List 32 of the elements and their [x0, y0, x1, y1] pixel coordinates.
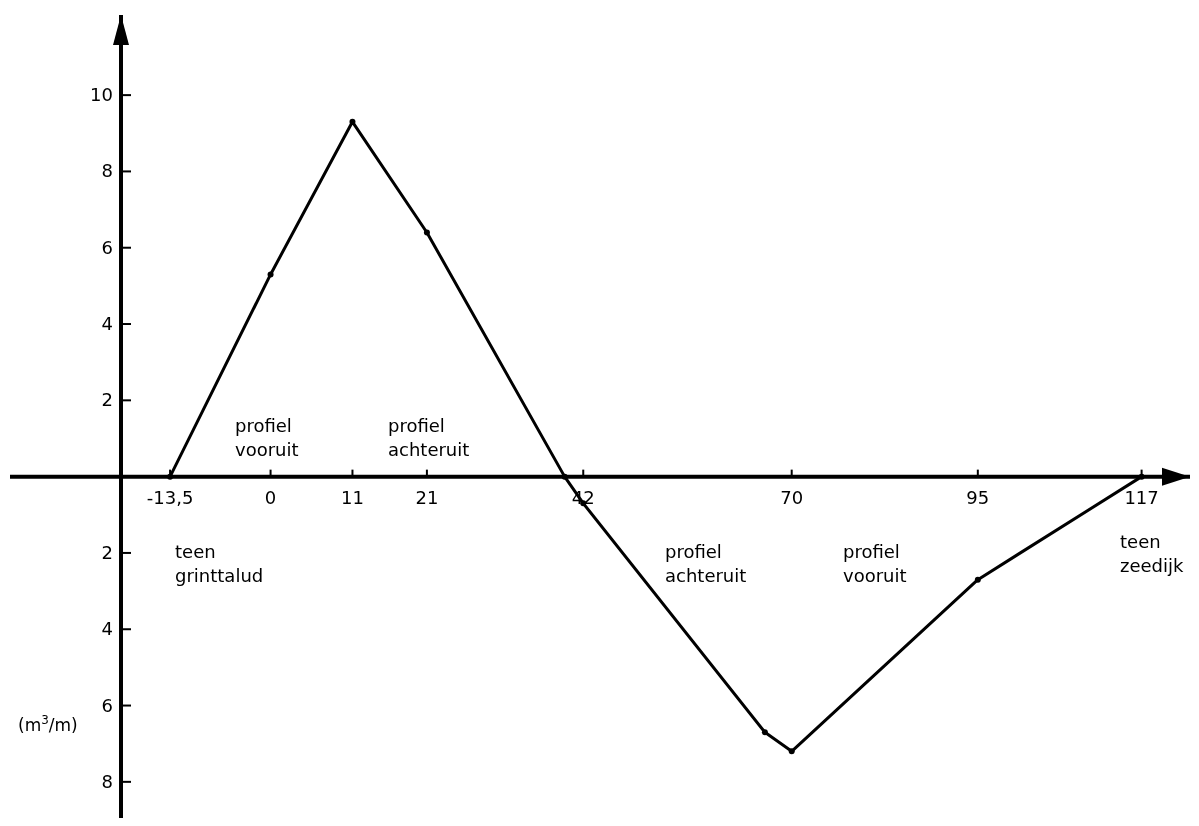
point [974, 576, 981, 583]
x-tick-label: 70 [780, 486, 804, 508]
annotation: profiel vooruit [235, 415, 299, 460]
y-tick-label: 4 [101, 313, 113, 335]
annotation: teen zeedijk [1120, 531, 1185, 576]
y-tick-label: 10 [90, 84, 113, 106]
annotation: teen grinttalud [175, 541, 264, 586]
y-tick-label: 2 [101, 389, 113, 411]
y-tick-label: 6 [101, 236, 113, 258]
x-tick-label: 95 [966, 486, 990, 508]
point [761, 729, 768, 736]
point [1138, 473, 1145, 480]
point [788, 748, 795, 755]
point [167, 473, 174, 480]
annotation: profiel achteruit [665, 541, 747, 586]
annotation: profiel vooruit [843, 541, 907, 586]
point [349, 118, 356, 125]
y-tick-label: 8 [101, 770, 113, 792]
x-tick-label: 11 [341, 486, 364, 508]
x-tick-label: -13,5 [146, 486, 194, 508]
y-tick-label: 6 [101, 694, 113, 716]
y-tick-label: 4 [101, 618, 113, 640]
x-tick-label: 0 [264, 486, 277, 508]
y-tick-label: 8 [101, 160, 113, 182]
x-tick-label: 21 [415, 486, 439, 508]
annotation: profiel achteruit [388, 415, 470, 460]
point [267, 271, 274, 278]
y-axis-title: (m$^{3}$/m) [18, 712, 78, 735]
point [423, 229, 430, 236]
point [561, 473, 568, 480]
y-tick-label: 2 [101, 541, 113, 563]
x-tick-label: 117 [1124, 486, 1159, 508]
